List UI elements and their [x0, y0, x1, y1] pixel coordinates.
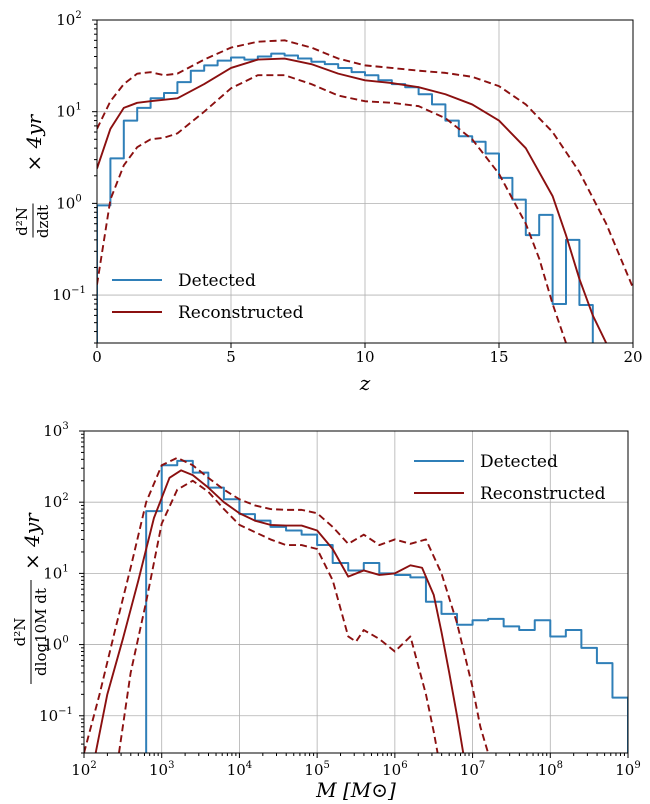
y-label-factor: × 4yr: [22, 113, 46, 171]
x-tick-label: 20: [623, 348, 642, 366]
dashed-band-line: [118, 479, 439, 753]
y-tick-label: 10−1: [52, 285, 86, 304]
redshift-panel: 0 5 10 15 20 10−1 100 101 102 z d²N dzdt × 4yr Detect…: [13, 10, 643, 395]
x-tick-label: 104: [227, 760, 252, 779]
x-tick-label: 10: [355, 348, 374, 366]
reconstructed-line: [97, 57, 608, 343]
plot-area: [84, 456, 628, 753]
x-axis-label: z: [359, 371, 371, 395]
x-tick-label: 15: [489, 348, 508, 366]
legend-label: Detected: [178, 271, 256, 291]
axes-frame: [83, 430, 629, 754]
x-tick-label: 103: [149, 760, 174, 779]
x-axis-label: M [M⊙]: [315, 778, 396, 802]
x-tick-label: 106: [382, 760, 407, 779]
mass-panel: 102 103 104 105 106 107 108 109 10−1 100 101 102 103…: [11, 421, 641, 802]
x-tick-label: 105: [304, 760, 329, 779]
y-tick-label: 101: [56, 102, 81, 121]
x-tick-label: 102: [71, 760, 96, 779]
y-axis-label: d²N dlog10M dt × 4yr: [11, 512, 50, 684]
axes-frame: [96, 19, 634, 344]
y-tick-label: 102: [56, 10, 81, 29]
y-tick-label: 103: [43, 421, 68, 440]
y-tick-label: 101: [43, 563, 68, 582]
x-tick-label: 0: [92, 348, 102, 366]
y-label-denominator: dlog10M dt: [32, 588, 50, 676]
y-tick-label: 100: [56, 193, 81, 212]
x-tick-label: 107: [460, 760, 485, 779]
y-label-numerator: d²N: [13, 207, 31, 236]
legend-label: Reconstructed: [480, 484, 606, 504]
legend-label: Detected: [480, 452, 558, 472]
dashed-band-line: [97, 74, 567, 343]
x-tick-label: 5: [226, 348, 236, 366]
plot-area: [97, 39, 633, 343]
y-label-denominator: dzdt: [34, 205, 52, 238]
detected-histogram: [97, 52, 594, 343]
y-label-numerator: d²N: [11, 618, 29, 647]
y-axis-label: d²N dzdt × 4yr: [13, 113, 52, 238]
y-tick-label: 102: [43, 492, 68, 511]
reconstructed-line: [94, 469, 465, 753]
x-tick-label: 108: [538, 760, 563, 779]
y-tick-label: 100: [43, 635, 68, 654]
dashed-band-line: [84, 456, 490, 753]
x-tick-label: 109: [615, 760, 640, 779]
detected-histogram: [145, 459, 628, 753]
y-tick-label: 10−1: [39, 706, 73, 725]
legend-label: Reconstructed: [178, 303, 304, 323]
y-label-factor: × 4yr: [20, 512, 44, 570]
dashed-band-line: [97, 39, 633, 289]
